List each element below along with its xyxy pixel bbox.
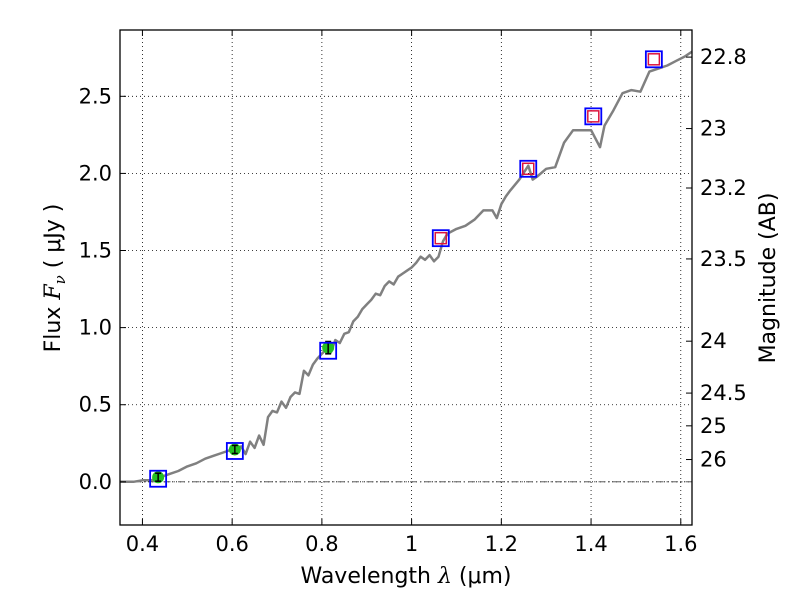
model-square	[519, 159, 538, 178]
x-tick-label: 0.6	[215, 532, 248, 556]
model-square	[584, 107, 603, 126]
y-tick-label: 2.0	[79, 161, 112, 185]
mag-tick-label: 24	[700, 329, 727, 353]
spectrum-line	[120, 50, 693, 484]
y-tick-label: 0.0	[79, 470, 112, 494]
mag-tick-label: 23	[700, 117, 727, 141]
y-tick-label: 1.5	[79, 239, 112, 263]
limit-square	[647, 53, 661, 66]
model-square	[319, 341, 338, 360]
y2-axis-label: Magnitude (AB)	[756, 193, 781, 364]
x-tick-label: 0.8	[305, 532, 338, 556]
limit-square	[587, 110, 600, 123]
plot-frame	[119, 29, 693, 526]
y-axis-label: Flux Fν ( μJy )	[41, 204, 69, 353]
x-axis-label: Wavelength λ (μm)	[300, 564, 511, 589]
x-tick-label: 1.4	[574, 532, 607, 556]
x-tick-label: 0.4	[126, 532, 159, 556]
x-tick-label: 1.2	[485, 532, 518, 556]
mag-tick-label: 26	[700, 448, 727, 472]
series-layer	[120, 50, 693, 488]
model-square	[644, 50, 663, 69]
limit-square	[522, 162, 535, 176]
model-square	[149, 469, 168, 488]
x-tick-label: 1.6	[664, 532, 697, 556]
model-square	[225, 442, 244, 460]
y-tick-label: 1.0	[79, 316, 112, 340]
mag-tick-label: 24.5	[700, 381, 747, 405]
mag-tick-label: 23.5	[700, 247, 747, 271]
y-tick-label: 2.5	[79, 84, 112, 108]
mag-tick-label: 22.8	[700, 45, 747, 69]
grid	[120, 30, 692, 525]
model-square	[431, 229, 450, 248]
mag-tick-label: 25	[700, 414, 727, 438]
x-tick-label: 1	[405, 532, 418, 556]
y-tick-label: 0.5	[79, 393, 112, 417]
limit-square	[434, 231, 448, 245]
mag-tick-label: 23.2	[700, 176, 747, 200]
ticks: 0.4 0.6 0.8 1 1.2 1.4 1.6 0.0 0.5 1.0 1.5 2.0 2.5 22.…	[79, 30, 747, 556]
